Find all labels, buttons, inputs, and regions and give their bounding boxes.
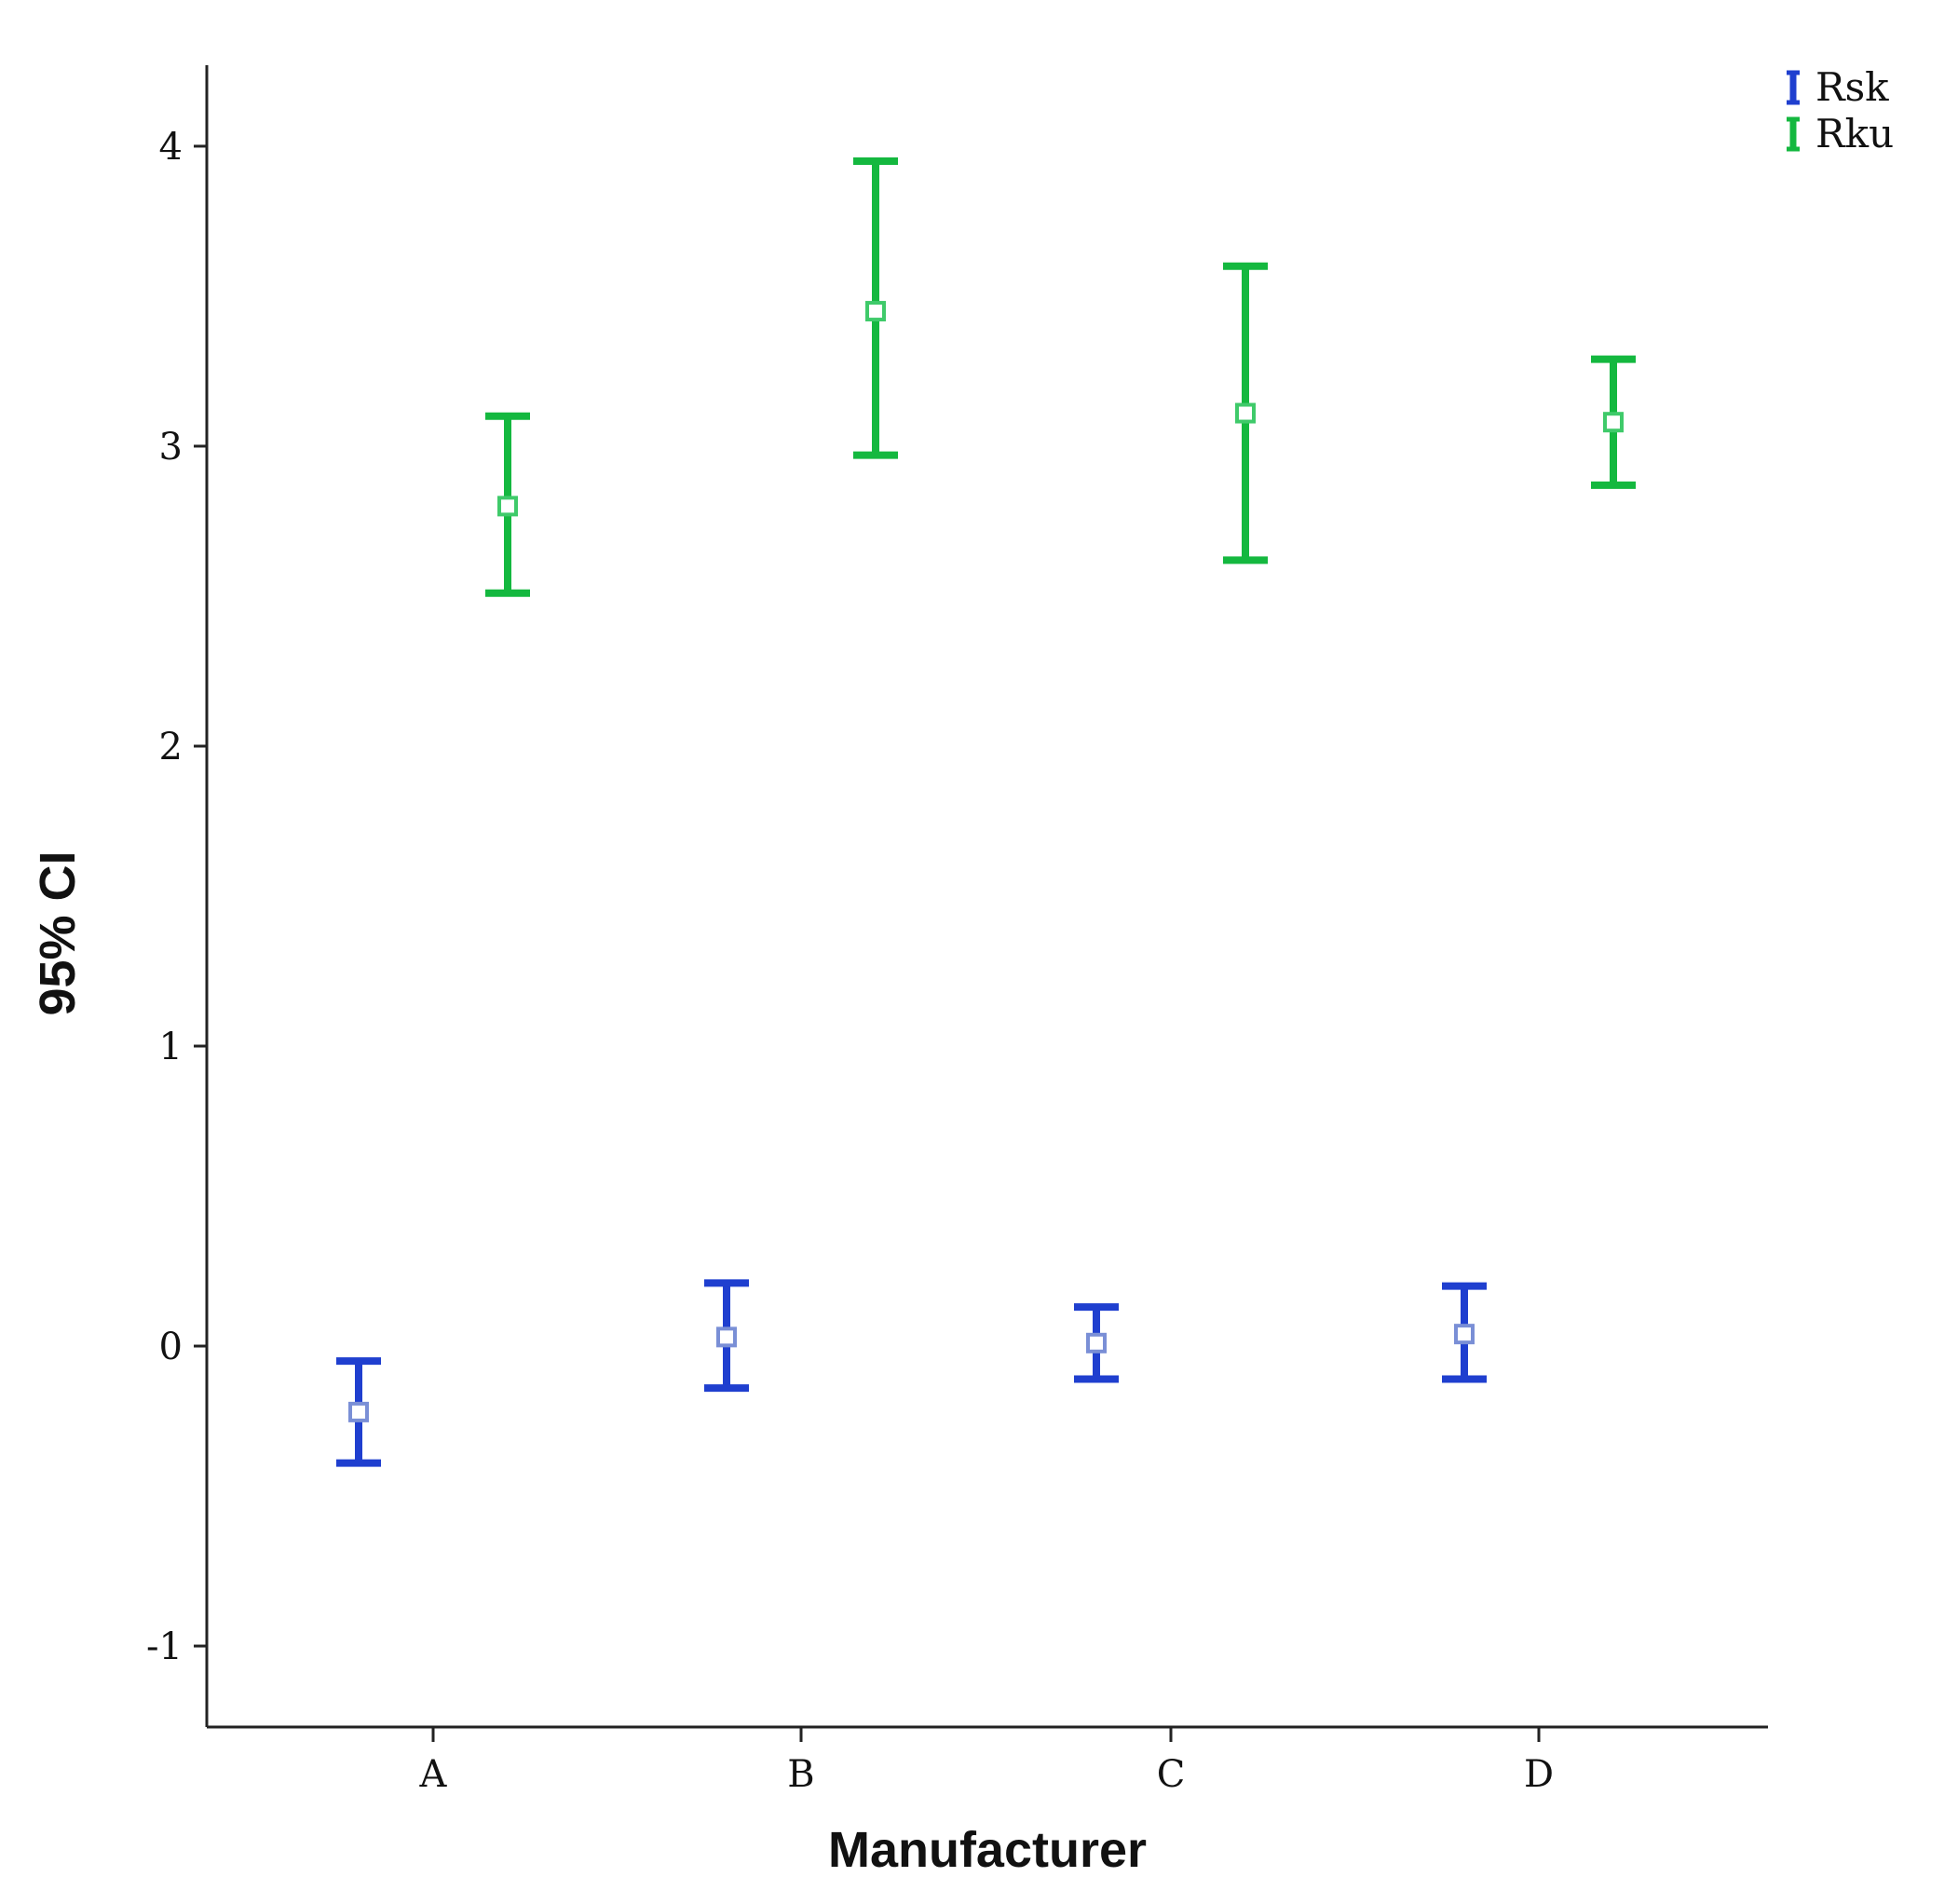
x-tick-label: C: [1157, 1753, 1186, 1796]
mean-marker: [1603, 412, 1624, 433]
mean-marker: [865, 301, 886, 322]
mean-marker: [1086, 1332, 1107, 1353]
mean-marker: [716, 1326, 737, 1348]
x-tick-label: B: [787, 1753, 814, 1796]
axes: -1 0 1 2 3 4 A B C D: [146, 65, 1768, 1796]
mean-marker: [497, 496, 518, 517]
mean-marker: [1235, 402, 1256, 424]
x-tick-label: A: [419, 1753, 448, 1796]
y-tick-label: 4: [159, 126, 183, 169]
y-tick-label: 3: [159, 426, 183, 469]
legend-label: Rku: [1815, 111, 1894, 156]
x-axis-title: Manufacturer: [828, 1822, 1147, 1878]
y-tick-label: 0: [159, 1326, 183, 1368]
legend-label: Rsk: [1815, 64, 1889, 110]
legend-item-rku: Rku: [1787, 111, 1894, 156]
series-rsk: [336, 1279, 1487, 1467]
y-tick-label: 1: [159, 1026, 183, 1068]
legend-item-rsk: Rsk: [1787, 64, 1889, 110]
series-rku: [485, 157, 1636, 597]
y-axis-title: 95% CI: [30, 850, 86, 1015]
y-tick-label: -1: [146, 1625, 183, 1668]
x-tick-label: D: [1524, 1753, 1554, 1796]
error-bars: [336, 157, 1636, 1467]
mean-marker: [1454, 1324, 1475, 1345]
mean-marker: [348, 1401, 369, 1422]
y-tick-label: 2: [159, 726, 183, 768]
